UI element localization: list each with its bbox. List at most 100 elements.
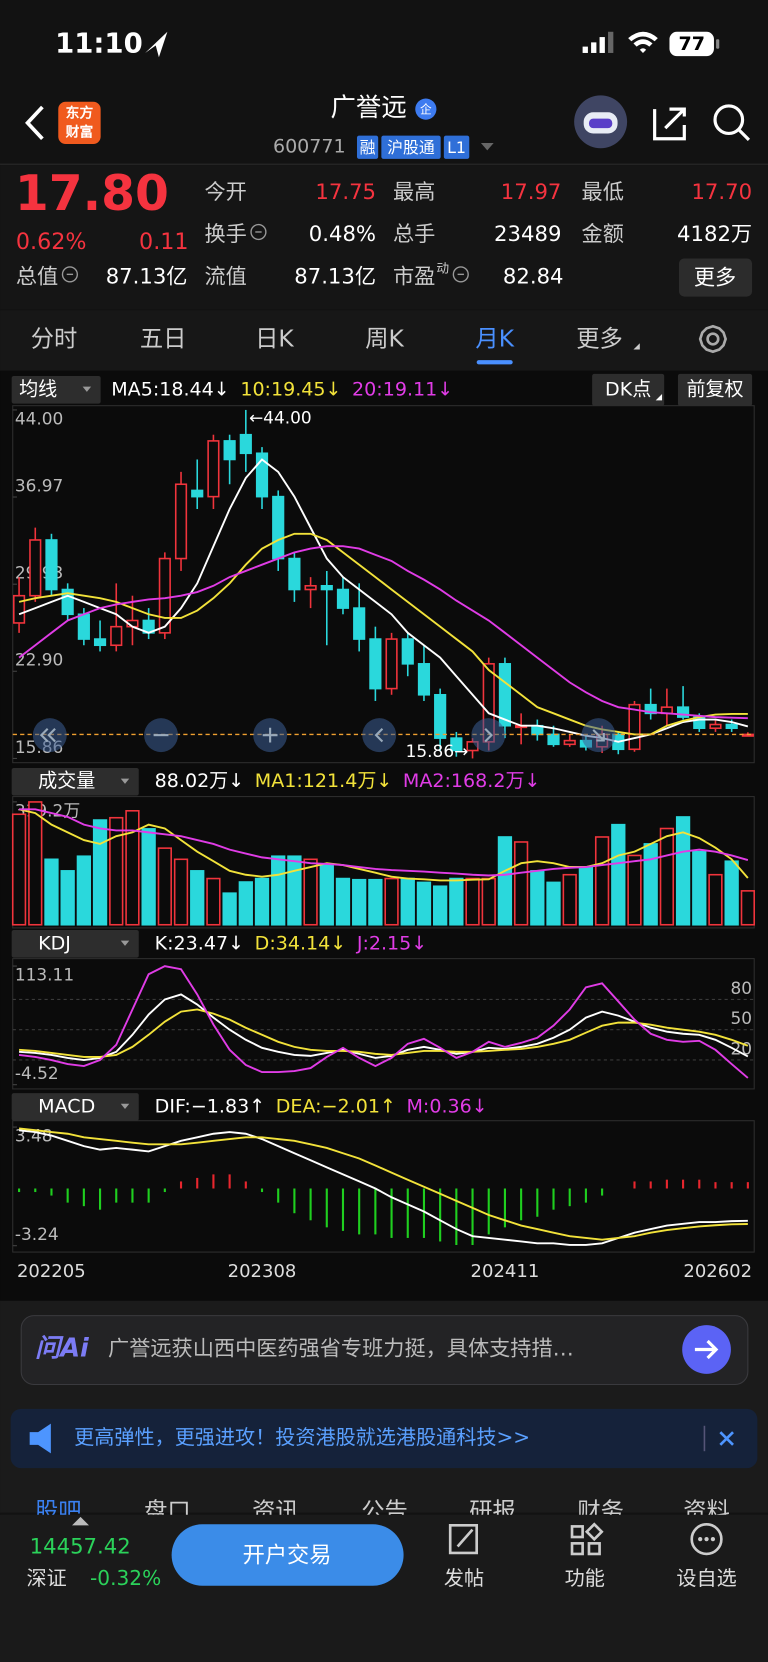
dropdown-arrow <box>120 940 130 946</box>
nav-glyph <box>262 727 278 743</box>
y-tick-label: -4.52 <box>15 1063 59 1083</box>
kdj-line <box>18 965 749 1079</box>
nav-button[interactable] <box>471 718 506 753</box>
volume-ma-line <box>18 808 749 882</box>
period-tab[interactable]: 五日 <box>140 326 187 353</box>
indicator-name[interactable]: MACD <box>38 1095 95 1117</box>
wifi-icon <box>628 31 658 53</box>
trade-label[interactable]: 开户交易 <box>243 1543 332 1569</box>
candle-body <box>369 638 382 690</box>
stock-tag: L1 <box>447 138 466 157</box>
field-value: 87.13亿 <box>294 264 376 289</box>
legend-item: 88.02万↓ <box>155 770 245 792</box>
period-tab[interactable]: 周K <box>365 326 404 353</box>
tag-box <box>356 135 379 159</box>
candle-body <box>207 440 220 498</box>
field-value: 4182万 <box>677 221 752 246</box>
candle-body <box>547 733 560 746</box>
indicator-name[interactable]: 成交量 <box>38 770 95 792</box>
news-text[interactable]: 广誉远获山西中医药强省专班力挺，具体支持措… <box>108 1336 574 1361</box>
dropdown-arrow <box>480 143 494 151</box>
period-tab[interactable]: 更多 <box>576 326 623 353</box>
volume-bar <box>692 850 707 926</box>
indicator-name[interactable]: 均线 <box>19 378 57 400</box>
corner-mark <box>655 394 663 401</box>
candle-body <box>563 739 576 746</box>
candle-body <box>336 588 350 609</box>
badge-circle <box>415 98 437 120</box>
chart-button-label[interactable]: 前复权 <box>686 378 743 400</box>
field-label: 最高 <box>393 179 435 204</box>
dropdown-arrow <box>82 386 92 392</box>
legend-item: 10:19.45↓ <box>240 378 341 400</box>
footer-action[interactable]: 设自选 <box>676 1566 736 1590</box>
field-label: 最低 <box>582 179 624 204</box>
trade-button[interactable] <box>171 1524 404 1586</box>
volume-ma-line <box>19 808 749 877</box>
legend-item: DIF:−1.83↑ <box>155 1095 266 1117</box>
volume-bar <box>594 836 610 926</box>
news-box[interactable] <box>20 1315 749 1385</box>
indicator-select[interactable] <box>11 376 101 404</box>
volume-bar <box>190 870 205 926</box>
period-tab[interactable]: 月K <box>475 326 514 353</box>
indicator-name[interactable]: KDJ <box>38 932 71 954</box>
legend-item: MA5:18.44↓ <box>111 378 230 400</box>
close-banner[interactable] <box>719 1431 734 1446</box>
promo-banner[interactable] <box>10 1408 758 1469</box>
candle-body <box>223 440 236 461</box>
chart-button-label[interactable]: DK点 <box>605 378 651 400</box>
more-button[interactable] <box>679 258 753 297</box>
period-tab[interactable]: 分时 <box>31 326 78 353</box>
volume-bar <box>157 847 172 926</box>
candle-body <box>174 483 188 560</box>
field-label: 总值 <box>16 264 58 289</box>
volume-bar <box>465 877 480 926</box>
settings-icon[interactable] <box>698 324 728 354</box>
field-value: 0.48% <box>309 221 376 246</box>
chart-button[interactable] <box>677 373 753 406</box>
expand-arrow <box>72 1516 89 1526</box>
legend-item: K:23.47↓ <box>155 932 244 954</box>
candle-body <box>93 638 107 647</box>
share-icon[interactable] <box>653 107 686 141</box>
chart-button[interactable] <box>592 373 665 406</box>
indicator-select[interactable] <box>11 1093 139 1121</box>
volume-bar <box>352 878 367 926</box>
candle-body <box>239 433 252 455</box>
volume-bar <box>222 892 237 926</box>
x-tick-label: 202308 <box>228 1261 297 1282</box>
volume-bar <box>28 801 43 926</box>
indicator-select[interactable] <box>11 930 139 958</box>
volume-bar <box>287 855 302 926</box>
dropdown-arrow <box>120 778 130 784</box>
kdj-line <box>19 993 749 1061</box>
volume-bar <box>627 854 642 926</box>
y-tick-label: -3.24 <box>15 1224 59 1244</box>
candle-body <box>191 489 204 498</box>
stock-code: 600771 <box>273 136 346 158</box>
more-label[interactable]: 更多 <box>694 265 736 290</box>
search-icon[interactable] <box>713 104 745 136</box>
nav-glyph <box>374 728 384 743</box>
plot-frame <box>12 958 755 1090</box>
tag-box <box>381 135 441 159</box>
indicator-select[interactable] <box>11 767 139 796</box>
back-button[interactable] <box>25 105 44 141</box>
footer-action[interactable]: 功能 <box>565 1566 605 1590</box>
volume-bar <box>368 878 383 926</box>
period-tab[interactable]: 日K <box>255 326 294 353</box>
field-value: 82.84 <box>503 264 564 289</box>
candle-body <box>401 638 414 665</box>
x-tick-label: 202411 <box>471 1261 540 1282</box>
footer-action[interactable]: 发帖 <box>444 1566 484 1590</box>
banner-text[interactable]: 更高弹性，更强进攻！投资港股就选港股通科技>> <box>74 1425 530 1449</box>
volume-bar <box>271 855 286 926</box>
volume-bar <box>740 890 756 926</box>
volume-bar <box>433 885 448 926</box>
stock-tag: 沪股通 <box>387 138 435 157</box>
field-sup: 动 <box>436 261 449 276</box>
candle-body <box>353 607 366 640</box>
nav-button[interactable] <box>362 718 397 753</box>
